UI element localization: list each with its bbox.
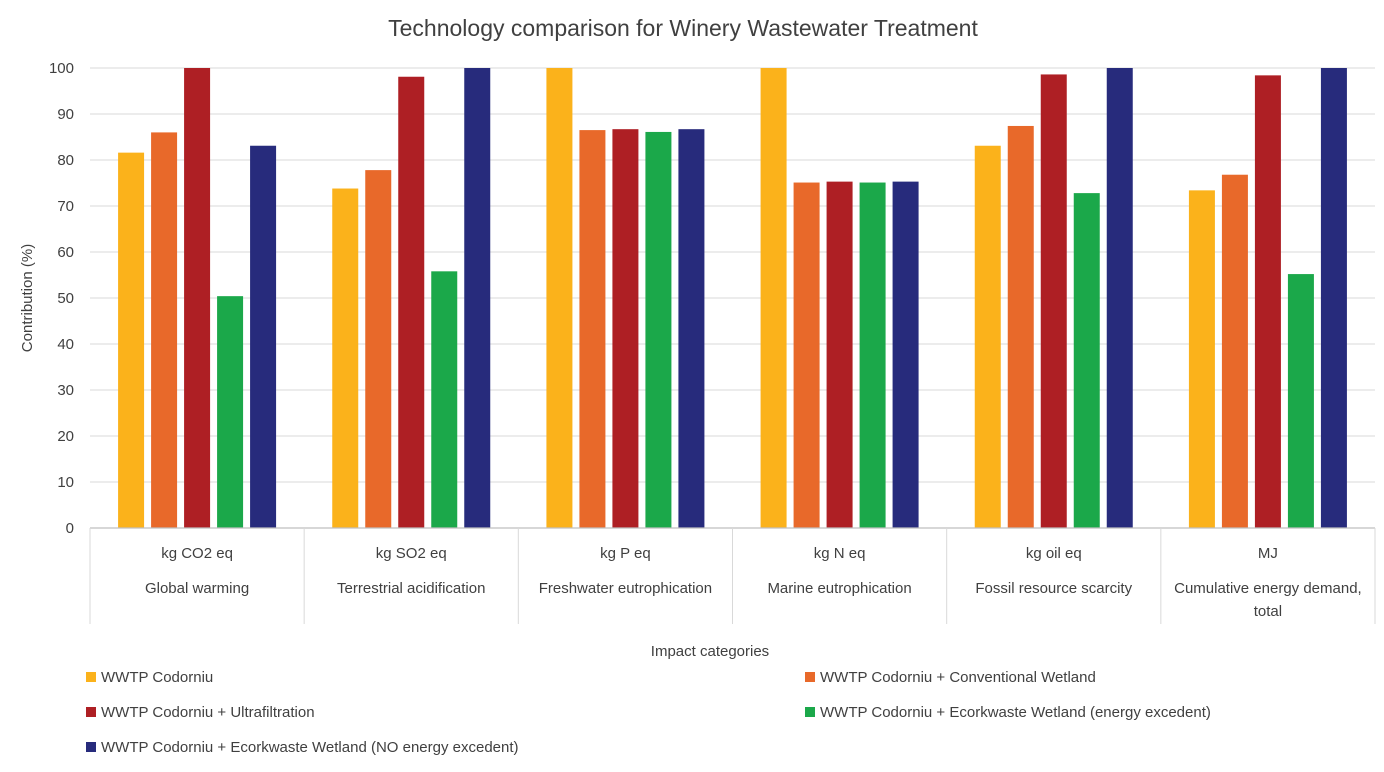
x-tick-category-label: Freshwater eutrophication bbox=[539, 580, 712, 597]
bar bbox=[1188, 190, 1215, 529]
y-tick-label: 40 bbox=[57, 336, 74, 353]
x-tick-category-label: Cumulative energy demand, bbox=[1174, 580, 1362, 597]
bar bbox=[546, 68, 573, 528]
x-tick-unit-label: kg SO2 eq bbox=[376, 545, 447, 562]
x-axis: kg CO2 eq Global warming kg SO2 eq Terrestr… bbox=[89, 527, 1376, 624]
y-tick-label: 60 bbox=[57, 244, 74, 261]
y-tick-label: 90 bbox=[57, 106, 74, 123]
bar bbox=[1320, 68, 1347, 528]
bar bbox=[217, 296, 244, 528]
bar bbox=[859, 182, 886, 529]
bar bbox=[760, 68, 787, 528]
bar bbox=[1007, 125, 1034, 529]
bar bbox=[365, 170, 392, 528]
bar bbox=[678, 129, 705, 528]
y-axis-title: Contribution (%) bbox=[19, 244, 36, 352]
bar bbox=[332, 188, 359, 528]
x-tick-category-label: Fossil resource scarcity bbox=[975, 580, 1132, 597]
x-tick-unit-label: kg CO2 eq bbox=[161, 545, 233, 562]
x-tick-unit-label: kg oil eq bbox=[1026, 545, 1082, 562]
bar bbox=[151, 132, 178, 528]
legend-label: WWTP Codorniu + Ultrafiltration bbox=[101, 704, 315, 721]
bar bbox=[184, 68, 211, 528]
bar bbox=[1254, 75, 1281, 529]
bar bbox=[793, 182, 820, 529]
legend-label: WWTP Codorniu + Ecorkwaste Wetland (NO e… bbox=[101, 739, 519, 756]
y-tick-label: 10 bbox=[57, 474, 74, 491]
bars bbox=[118, 68, 1347, 529]
bar bbox=[826, 181, 853, 528]
bar bbox=[1106, 68, 1133, 528]
bar bbox=[431, 271, 458, 528]
bar bbox=[464, 68, 491, 528]
y-tick-label: 20 bbox=[57, 428, 74, 445]
legend-item: WWTP Codorniu + Conventional Wetland bbox=[805, 669, 1096, 686]
legend: WWTP Codorniu WWTP Codorniu + Conventiona… bbox=[86, 669, 1211, 756]
bar bbox=[1287, 274, 1314, 528]
y-tick-label: 30 bbox=[57, 382, 74, 399]
legend-label: WWTP Codorniu bbox=[101, 669, 213, 686]
legend-swatch bbox=[86, 707, 96, 717]
legend-swatch bbox=[86, 742, 96, 752]
legend-item: WWTP Codorniu + Ultrafiltration bbox=[86, 704, 315, 721]
y-tick-label: 70 bbox=[57, 198, 74, 215]
legend-item: WWTP Codorniu + Ecorkwaste Wetland (ener… bbox=[805, 704, 1211, 721]
legend-label: WWTP Codorniu + Conventional Wetland bbox=[820, 669, 1096, 686]
bar bbox=[892, 181, 919, 528]
bar bbox=[579, 130, 606, 528]
bar bbox=[645, 131, 672, 528]
x-tick-category-label: Global warming bbox=[145, 580, 249, 597]
gridlines bbox=[90, 67, 1375, 483]
legend-swatch bbox=[805, 672, 815, 682]
y-tick-label: 80 bbox=[57, 152, 74, 169]
x-tick-category-label: Terrestrial acidification bbox=[337, 580, 485, 597]
legend-label: WWTP Codorniu + Ecorkwaste Wetland (ener… bbox=[820, 704, 1211, 721]
x-tick-category-label: Marine eutrophication bbox=[767, 580, 911, 597]
legend-swatch bbox=[86, 672, 96, 682]
legend-swatch bbox=[805, 707, 815, 717]
bar bbox=[250, 145, 277, 529]
bar bbox=[1040, 74, 1067, 528]
y-axis-ticks: 0 10 20 30 40 50 60 70 80 90 100 bbox=[49, 60, 74, 537]
bar bbox=[974, 145, 1001, 529]
bar bbox=[1221, 174, 1248, 528]
x-tick-unit-label: MJ bbox=[1258, 545, 1278, 562]
bar bbox=[398, 76, 425, 529]
x-tick-unit-label: kg P eq bbox=[600, 545, 651, 562]
y-tick-label: 50 bbox=[57, 290, 74, 307]
chart-title: Technology comparison for Winery Wastewa… bbox=[388, 15, 978, 41]
legend-item: WWTP Codorniu + Ecorkwaste Wetland (NO e… bbox=[86, 739, 519, 756]
bar bbox=[118, 152, 145, 528]
legend-item: WWTP Codorniu bbox=[86, 669, 213, 686]
x-tick-unit-label: kg N eq bbox=[814, 545, 866, 562]
y-tick-label: 0 bbox=[66, 520, 74, 537]
y-tick-label: 100 bbox=[49, 60, 74, 77]
bar bbox=[1073, 193, 1100, 528]
x-axis-title: Impact categories bbox=[651, 643, 769, 660]
x-tick-category-label: total bbox=[1254, 603, 1282, 620]
bar bbox=[612, 129, 639, 528]
